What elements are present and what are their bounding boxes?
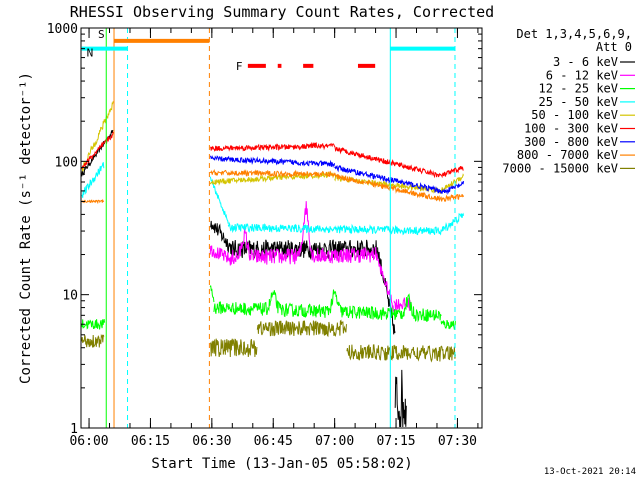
- series-trace: [334, 172, 442, 202]
- series-trace: [81, 161, 105, 198]
- legend-label: 50 - 100 keV: [531, 108, 618, 122]
- series-trace: [231, 201, 379, 265]
- series-trace: [393, 297, 411, 311]
- x-tick-label: 07:00: [315, 434, 354, 449]
- legend-label: 7000 - 15000 keV: [502, 161, 618, 175]
- series-trace: [334, 174, 442, 194]
- state-bar-label: N: [87, 47, 94, 60]
- y-tick-label: 100: [55, 155, 78, 170]
- x-tick-label: 07:15: [376, 434, 415, 449]
- series-9: [81, 319, 456, 363]
- series-trace: [227, 221, 442, 236]
- series-trace: [210, 141, 336, 152]
- series-trace: [256, 319, 348, 338]
- legend-header-line2: Att 0: [596, 40, 632, 54]
- plot-data-layer: [81, 101, 465, 428]
- chart-title: RHESSI Observing Summary Count Rates, Co…: [70, 3, 494, 21]
- y-tick-label: 1: [70, 422, 78, 437]
- series-trace: [440, 173, 465, 193]
- series-3: [81, 285, 456, 330]
- series-trace: [440, 193, 465, 203]
- series-trace: [440, 212, 465, 232]
- x-tick-label: 06:15: [131, 434, 170, 449]
- y-tick-label: 10: [62, 289, 78, 304]
- series-trace: [394, 369, 407, 428]
- series-trace: [81, 198, 105, 205]
- series-8: [81, 168, 465, 205]
- state-bar-layer: SN F: [81, 28, 455, 73]
- series-2: [209, 201, 411, 313]
- series-trace: [209, 171, 336, 186]
- x-axis-label: Start Time (13-Jan-05 05:58:02): [151, 456, 412, 472]
- series-trace: [81, 333, 105, 348]
- series-7: [209, 155, 465, 195]
- y-axis-ticks: 1 10 100 1000: [47, 22, 482, 437]
- series-trace: [440, 165, 464, 179]
- series-trace: [209, 245, 233, 266]
- legend-label: 6 - 12 keV: [546, 68, 618, 82]
- series-trace: [377, 247, 396, 335]
- series-trace: [209, 338, 258, 358]
- state-bar-label: S: [98, 28, 105, 41]
- marker-layer: [105, 28, 456, 428]
- series-trace: [81, 131, 114, 170]
- series-trace: [334, 146, 442, 179]
- x-tick-label: 07:30: [438, 434, 477, 449]
- legend-label: 3 - 6 keV: [553, 55, 618, 69]
- x-axis-ticks: 06:00 06:15 06:30 06:45 07:00 07:15 07:30: [69, 28, 479, 449]
- series-trace: [334, 164, 442, 194]
- series-trace: [209, 285, 215, 303]
- legend-label: 25 - 50 keV: [539, 95, 618, 109]
- legend-label: 800 - 7000 keV: [517, 148, 618, 162]
- series-trace: [213, 289, 442, 323]
- x-tick-label: 06:00: [69, 434, 108, 449]
- legend-label: 12 - 25 keV: [539, 82, 618, 96]
- series-trace: [440, 181, 465, 195]
- y-axis-label: Corrected Count Rate (s⁻¹ detector⁻¹): [18, 72, 34, 384]
- series-trace: [81, 101, 114, 172]
- x-tick-label: 06:45: [254, 434, 293, 449]
- series-4: [81, 161, 465, 236]
- series-trace: [440, 319, 456, 330]
- series-trace: [209, 155, 336, 168]
- x-tick-label: 06:30: [192, 434, 231, 449]
- legend-label: 300 - 800 keV: [524, 135, 618, 149]
- series-trace: [377, 258, 395, 313]
- footer-timestamp: 13-Oct-2021 20:14: [544, 467, 636, 477]
- flare-bar-label: F: [236, 60, 243, 73]
- series-trace: [231, 239, 379, 261]
- y-tick-label: 1000: [47, 22, 78, 37]
- series-trace: [81, 318, 106, 330]
- plot-frame: [80, 27, 483, 429]
- series-trace: [346, 344, 456, 363]
- series-trace: [209, 168, 336, 178]
- series-trace: [210, 220, 233, 256]
- series-6: [81, 131, 464, 179]
- legend-label: 100 - 300 keV: [524, 122, 618, 136]
- legend-header-line1: Det 1,3,4,5,6,9,: [516, 27, 632, 41]
